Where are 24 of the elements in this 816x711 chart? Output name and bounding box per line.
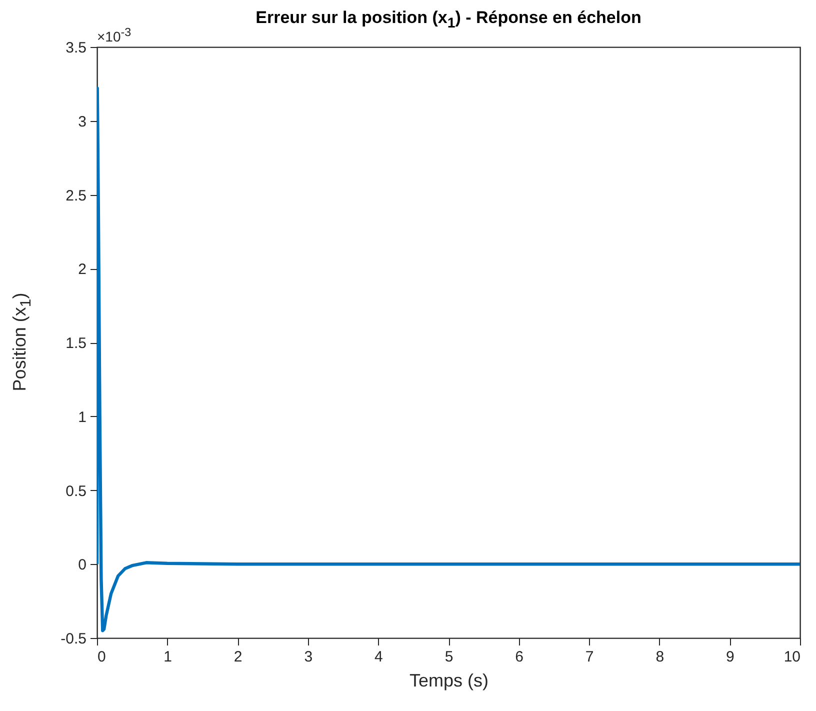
x-tick-label: 8 bbox=[656, 648, 664, 666]
x-tick-label: 4 bbox=[374, 648, 383, 666]
text: ×10$^{-3}$ bbox=[97, 26, 132, 45]
x-tick-label: 10 bbox=[784, 648, 800, 666]
x-tick-label: 9 bbox=[726, 648, 734, 666]
y-tick-label: 3 bbox=[78, 113, 86, 130]
x-tick-label: 1 bbox=[164, 648, 172, 666]
y-tick-label: 1 bbox=[78, 408, 86, 426]
x-tick-label: 5 bbox=[444, 648, 454, 666]
y-tick-label: 3.5 bbox=[66, 40, 86, 56]
y-tick-label: 2.5 bbox=[66, 187, 86, 204]
y-tick-label: -0.5 bbox=[60, 630, 86, 648]
line-series bbox=[97, 86, 800, 632]
y-tick-label: 0 bbox=[78, 556, 86, 574]
y-tick-label: 0.5 bbox=[66, 482, 86, 500]
chart-title: Erreur sur la position (x$_{1}$) - Réponse en échelon bbox=[256, 8, 642, 32]
x-tick-label: 6 bbox=[515, 648, 524, 666]
y-tick-label: 1.5 bbox=[66, 335, 86, 352]
x-tick-label: 2 bbox=[234, 648, 242, 666]
x-axis-title: Temps (s) bbox=[409, 670, 489, 690]
x-tick-label: 7 bbox=[585, 648, 594, 666]
x-tick-label: 3 bbox=[304, 648, 313, 666]
x-tick-label: 0 bbox=[98, 648, 106, 666]
y-tick-label: 2 bbox=[78, 261, 86, 278]
